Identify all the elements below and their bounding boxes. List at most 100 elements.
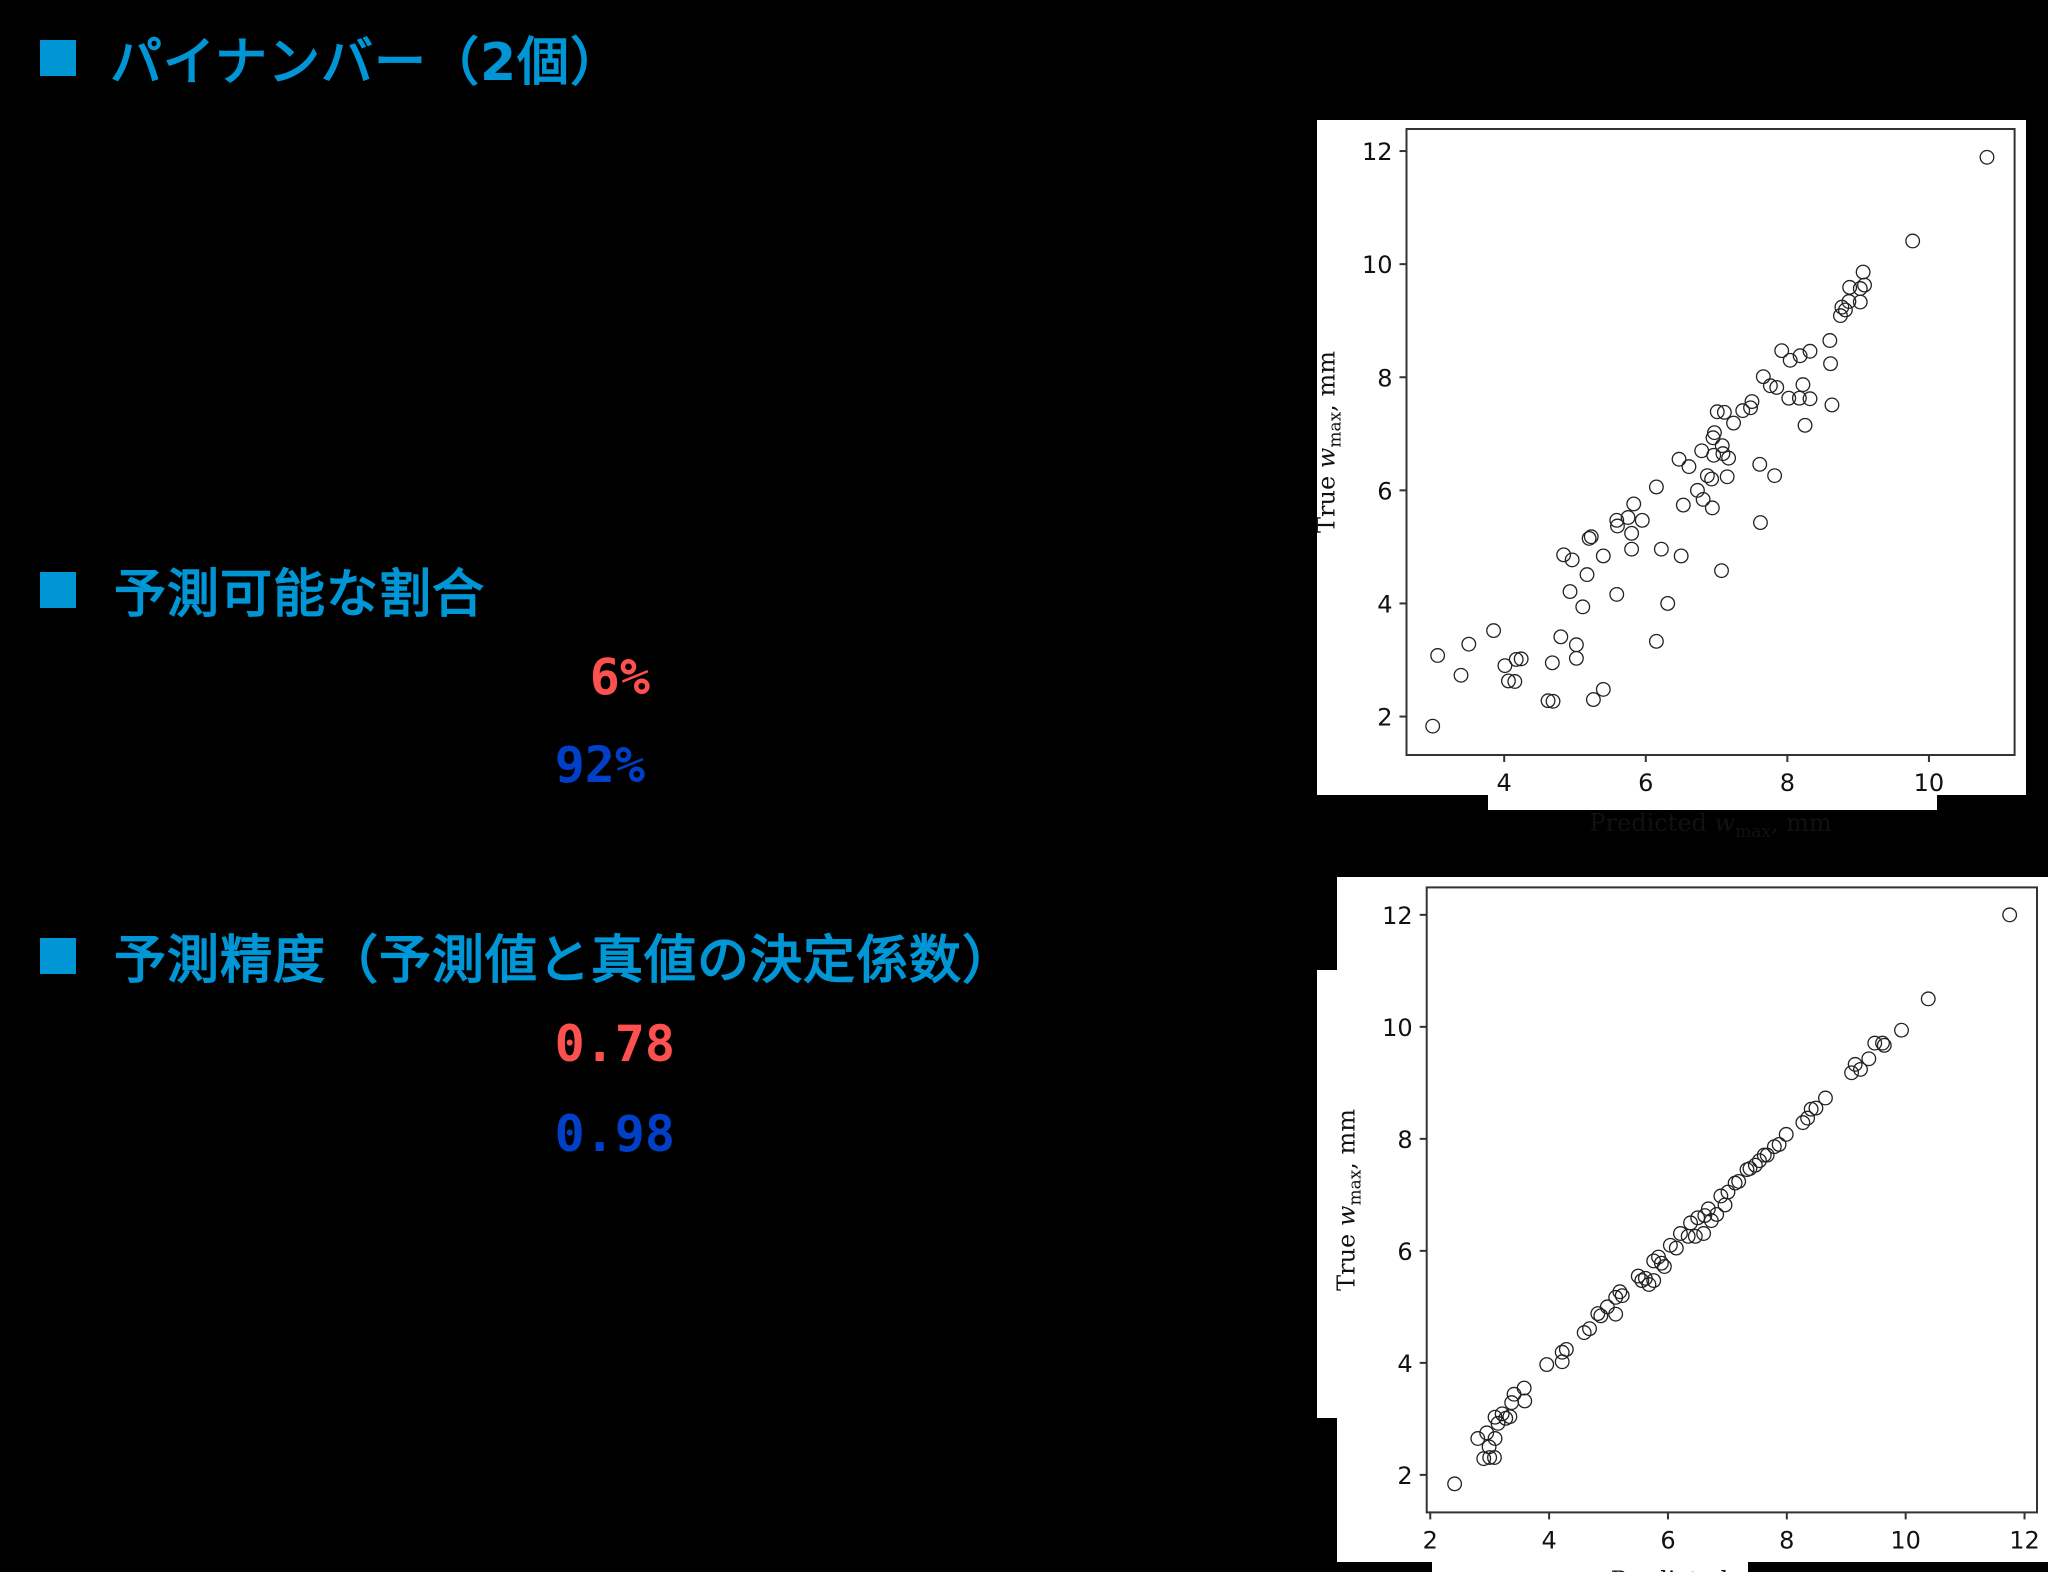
data-point-marker: [1539, 1357, 1555, 1373]
data-point-marker: [1769, 379, 1785, 395]
data-point-marker: [1894, 1022, 1909, 1038]
x-axis-label: Predicted wmax, mm: [1611, 1566, 1854, 1572]
data-point-marker: [1544, 655, 1560, 671]
data-points: [1425, 149, 1995, 734]
data-point-marker: [1791, 390, 1807, 406]
data-point-marker: [1842, 279, 1858, 295]
data-point-marker: [1620, 510, 1636, 525]
data-point-marker: [1795, 1115, 1811, 1131]
data-point-marker: [1648, 633, 1664, 649]
heading-accuracy: 予測精度（予測値と真値の決定係数）: [40, 918, 1015, 993]
data-point-marker: [2002, 907, 2018, 923]
data-point-marker: [1653, 541, 1669, 557]
data-point-marker: [1824, 397, 1840, 413]
data-point-marker: [1979, 149, 1995, 165]
data-point-marker: [1646, 1273, 1662, 1288]
data-point-marker: [1774, 343, 1790, 359]
data-point-marker: [1540, 693, 1556, 709]
data-point-marker: [1648, 479, 1664, 495]
data-point-marker: [1822, 333, 1838, 348]
data-point-marker: [1671, 451, 1687, 467]
data-point-marker: [1778, 1126, 1794, 1142]
data-point-marker: [1857, 277, 1872, 293]
data-point-marker: [1585, 692, 1601, 708]
data-point-marker: [1844, 1065, 1860, 1081]
data-point-marker: [1497, 658, 1513, 674]
chart-2-background-left: [1317, 970, 1347, 1418]
x-tick-label: 4: [1541, 1526, 1556, 1554]
data-point-marker: [1516, 1380, 1532, 1396]
data-point-marker: [1583, 529, 1599, 545]
x-tick-label: 12: [2009, 1526, 2040, 1554]
data-point-marker: [1579, 567, 1595, 583]
data-point-marker: [1581, 530, 1597, 546]
heading-pi-numbers: パイナンバー（2個）: [40, 20, 623, 95]
data-point-marker: [1610, 518, 1625, 534]
data-point-marker: [1575, 599, 1591, 615]
data-point-marker: [1430, 648, 1446, 663]
data-point-marker: [1653, 1255, 1669, 1271]
data-point-marker: [1558, 1341, 1574, 1357]
data-point-marker: [1735, 403, 1751, 419]
data-point-marker: [1690, 482, 1705, 498]
data-point-marker: [1656, 1259, 1672, 1274]
data-point-marker: [1425, 718, 1441, 734]
y-tick-label: 10: [1382, 1014, 1413, 1042]
data-point-marker: [1545, 693, 1561, 709]
data-point-marker: [1706, 447, 1722, 463]
data-point-marker: [1554, 1344, 1570, 1360]
data-point-marker: [1517, 1393, 1533, 1409]
data-point-marker: [1490, 1415, 1506, 1431]
data-point-marker: [1743, 400, 1758, 416]
data-point-marker: [1568, 637, 1584, 653]
data-point-marker: [1731, 1173, 1747, 1189]
data-point-marker: [1716, 404, 1732, 420]
data-point-marker: [1853, 1061, 1868, 1077]
y-tick-label: 4: [1377, 590, 1392, 618]
x-tick-label: 10: [1914, 769, 1945, 797]
data-point-marker: [1905, 233, 1921, 249]
data-point-marker: [1714, 438, 1730, 454]
y-axis-label: True wmax, mm: [1313, 351, 1346, 533]
data-point-marker: [1771, 1137, 1787, 1152]
data-point-marker: [1709, 1207, 1725, 1222]
data-point-marker: [1634, 1273, 1650, 1288]
y-tick-label: 2: [1377, 704, 1392, 732]
data-point-marker: [1808, 1100, 1824, 1116]
data-point-marker: [1562, 584, 1578, 600]
data-point-marker: [1792, 348, 1808, 364]
heading-text: 予測精度（予測値と真値の決定係数）: [114, 931, 1016, 991]
data-point-marker: [1668, 1240, 1684, 1256]
data-point-marker: [1802, 391, 1818, 407]
data-point-marker: [1556, 547, 1572, 563]
heading-text: パイナンバー（2個）: [110, 33, 624, 93]
x-axis-label: Predicted wmax, mm: [1589, 809, 1832, 842]
data-point-marker: [1479, 1425, 1495, 1441]
x-tick-label: 6: [1660, 1526, 1675, 1554]
data-point-marker: [1752, 1153, 1767, 1169]
chart-2-plot-area: 2 4 6 8 10 12 2 4 6 8 10 12 Predicted wmax, mm True w…: [1333, 886, 2040, 1572]
square-bullet-icon: [40, 39, 76, 76]
data-point-marker: [1719, 469, 1735, 485]
data-point-marker: [1624, 541, 1640, 557]
data-point-marker: [1494, 1406, 1510, 1422]
data-point-marker: [1714, 563, 1729, 579]
data-points: [1447, 907, 2018, 1492]
data-point-marker: [1630, 1268, 1646, 1284]
x-tick-label: 8: [1779, 1526, 1794, 1554]
data-point-marker: [1837, 302, 1853, 318]
axes-frame: [1425, 886, 2038, 1514]
y-tick-label: 4: [1397, 1350, 1412, 1378]
data-point-marker: [1802, 343, 1818, 359]
y-tick-label: 6: [1397, 1238, 1412, 1266]
data-point-marker: [1461, 636, 1477, 652]
chart-1-background-tab: [1488, 795, 1937, 810]
x-tick-label: 6: [1638, 769, 1653, 797]
data-point-marker: [1641, 1277, 1657, 1292]
data-point-marker: [1747, 1157, 1763, 1173]
y-tick-label: 12: [1382, 902, 1413, 930]
data-point-marker: [1673, 548, 1689, 564]
data-point-marker: [1797, 417, 1813, 433]
data-point-marker: [1721, 450, 1737, 466]
